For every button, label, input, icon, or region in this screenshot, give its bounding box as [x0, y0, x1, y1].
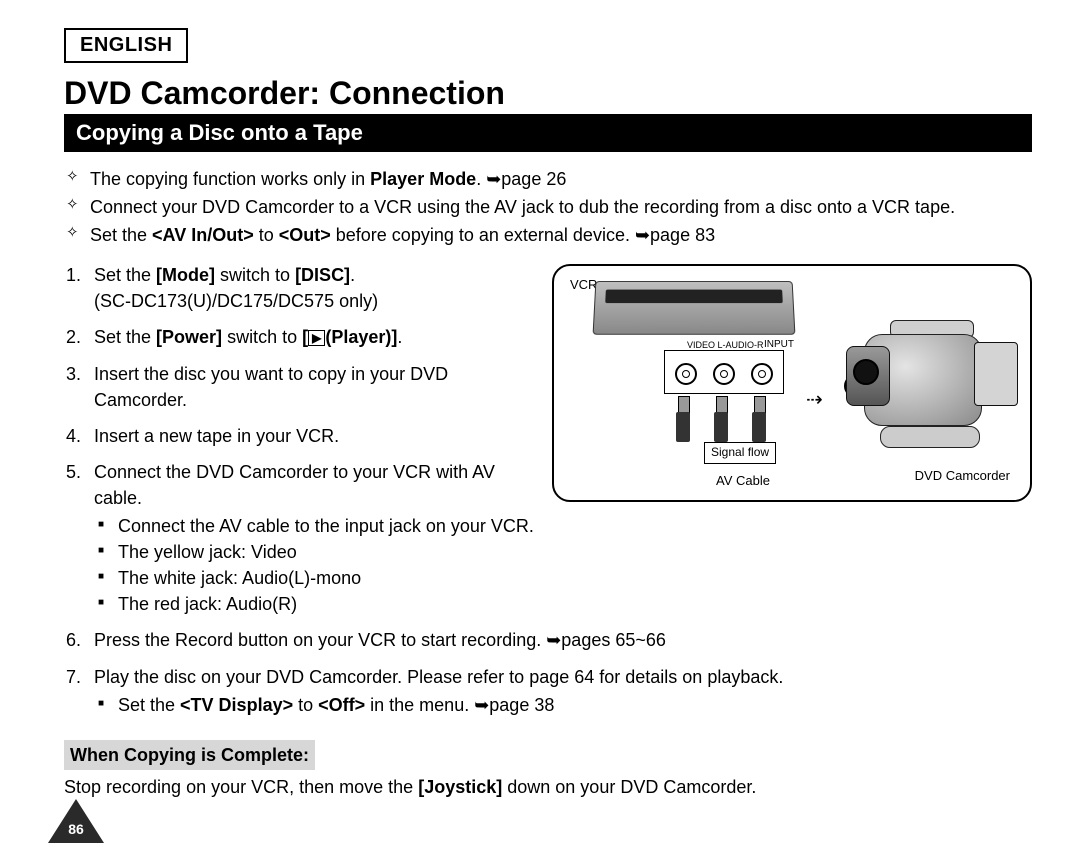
vcr-label: VCR — [570, 276, 597, 295]
av-cable-label: AV Cable — [716, 472, 770, 491]
content-area: The copying function works only in Playe… — [64, 166, 1032, 800]
input-label: INPUT — [764, 338, 794, 353]
camcorder-label: DVD Camcorder — [915, 467, 1010, 486]
page-title: DVD Camcorder: Connection — [64, 75, 1032, 112]
complete-text: Stop recording on your VCR, then move th… — [64, 774, 1032, 800]
step-item: Insert the disc you want to copy in your… — [64, 361, 534, 413]
page-number: 86 — [48, 821, 104, 837]
section-heading: Copying a Disc onto a Tape — [64, 114, 1032, 152]
note-item: Set the <AV In/Out> to <Out> before copy… — [64, 222, 1032, 248]
language-badge: ENGLISH — [64, 28, 188, 63]
step-item: Connect the DVD Camcorder to your VCR wi… — [64, 459, 534, 618]
notes-list: The copying function works only in Playe… — [64, 166, 1032, 248]
video-jack-icon — [675, 363, 697, 385]
signal-flow-label: Signal flow — [704, 442, 776, 463]
connection-diagram: VCR VIDEO L-AUDIO-R INPUT Signal flow AV… — [552, 264, 1032, 502]
page-number-badge: 86 — [48, 795, 104, 843]
flow-arrow-icon: ⇢ — [806, 386, 823, 415]
vcr-graphic — [593, 281, 796, 335]
step-bullets: Set the <TV Display> to <Off> in the men… — [94, 692, 1032, 718]
bullet-item: The yellow jack: Video — [94, 539, 534, 565]
step-bullets: Connect the AV cable to the input jack o… — [94, 513, 534, 617]
bullet-item: Set the <TV Display> to <Off> in the men… — [94, 692, 1032, 718]
step-item: Play the disc on your DVD Camcorder. Ple… — [64, 664, 1032, 718]
step-item: Press the Record button on your VCR to s… — [64, 627, 1032, 653]
bullet-item: Connect the AV cable to the input jack o… — [94, 513, 534, 539]
step-subnote: (SC-DC173(U)/DC175/DC575 only) — [94, 288, 534, 314]
note-item: Connect your DVD Camcorder to a VCR usin… — [64, 194, 1032, 220]
step-item: Set the [Mode] switch to [DISC].(SC-DC17… — [64, 262, 534, 314]
audio-l-jack-icon — [713, 363, 735, 385]
bullet-item: The white jack: Audio(L)-mono — [94, 565, 534, 591]
av-plugs — [672, 396, 778, 446]
complete-heading: When Copying is Complete: — [64, 740, 315, 770]
step-item: Insert a new tape in your VCR. — [64, 423, 534, 449]
steps-list: Set the [Mode] switch to [DISC].(SC-DC17… — [64, 262, 534, 617]
steps-list-continued: Press the Record button on your VCR to s… — [64, 627, 1032, 717]
rca-panel: VIDEO L-AUDIO-R — [664, 350, 784, 394]
audio-r-jack-icon — [751, 363, 773, 385]
bullet-item: The red jack: Audio(R) — [94, 591, 534, 617]
camcorder-graphic — [846, 316, 1016, 456]
jack-labels: VIDEO L-AUDIO-R — [687, 339, 764, 352]
step-item: Set the [Power] switch to [▶(Player)]. — [64, 324, 534, 350]
note-item: The copying function works only in Playe… — [64, 166, 1032, 192]
